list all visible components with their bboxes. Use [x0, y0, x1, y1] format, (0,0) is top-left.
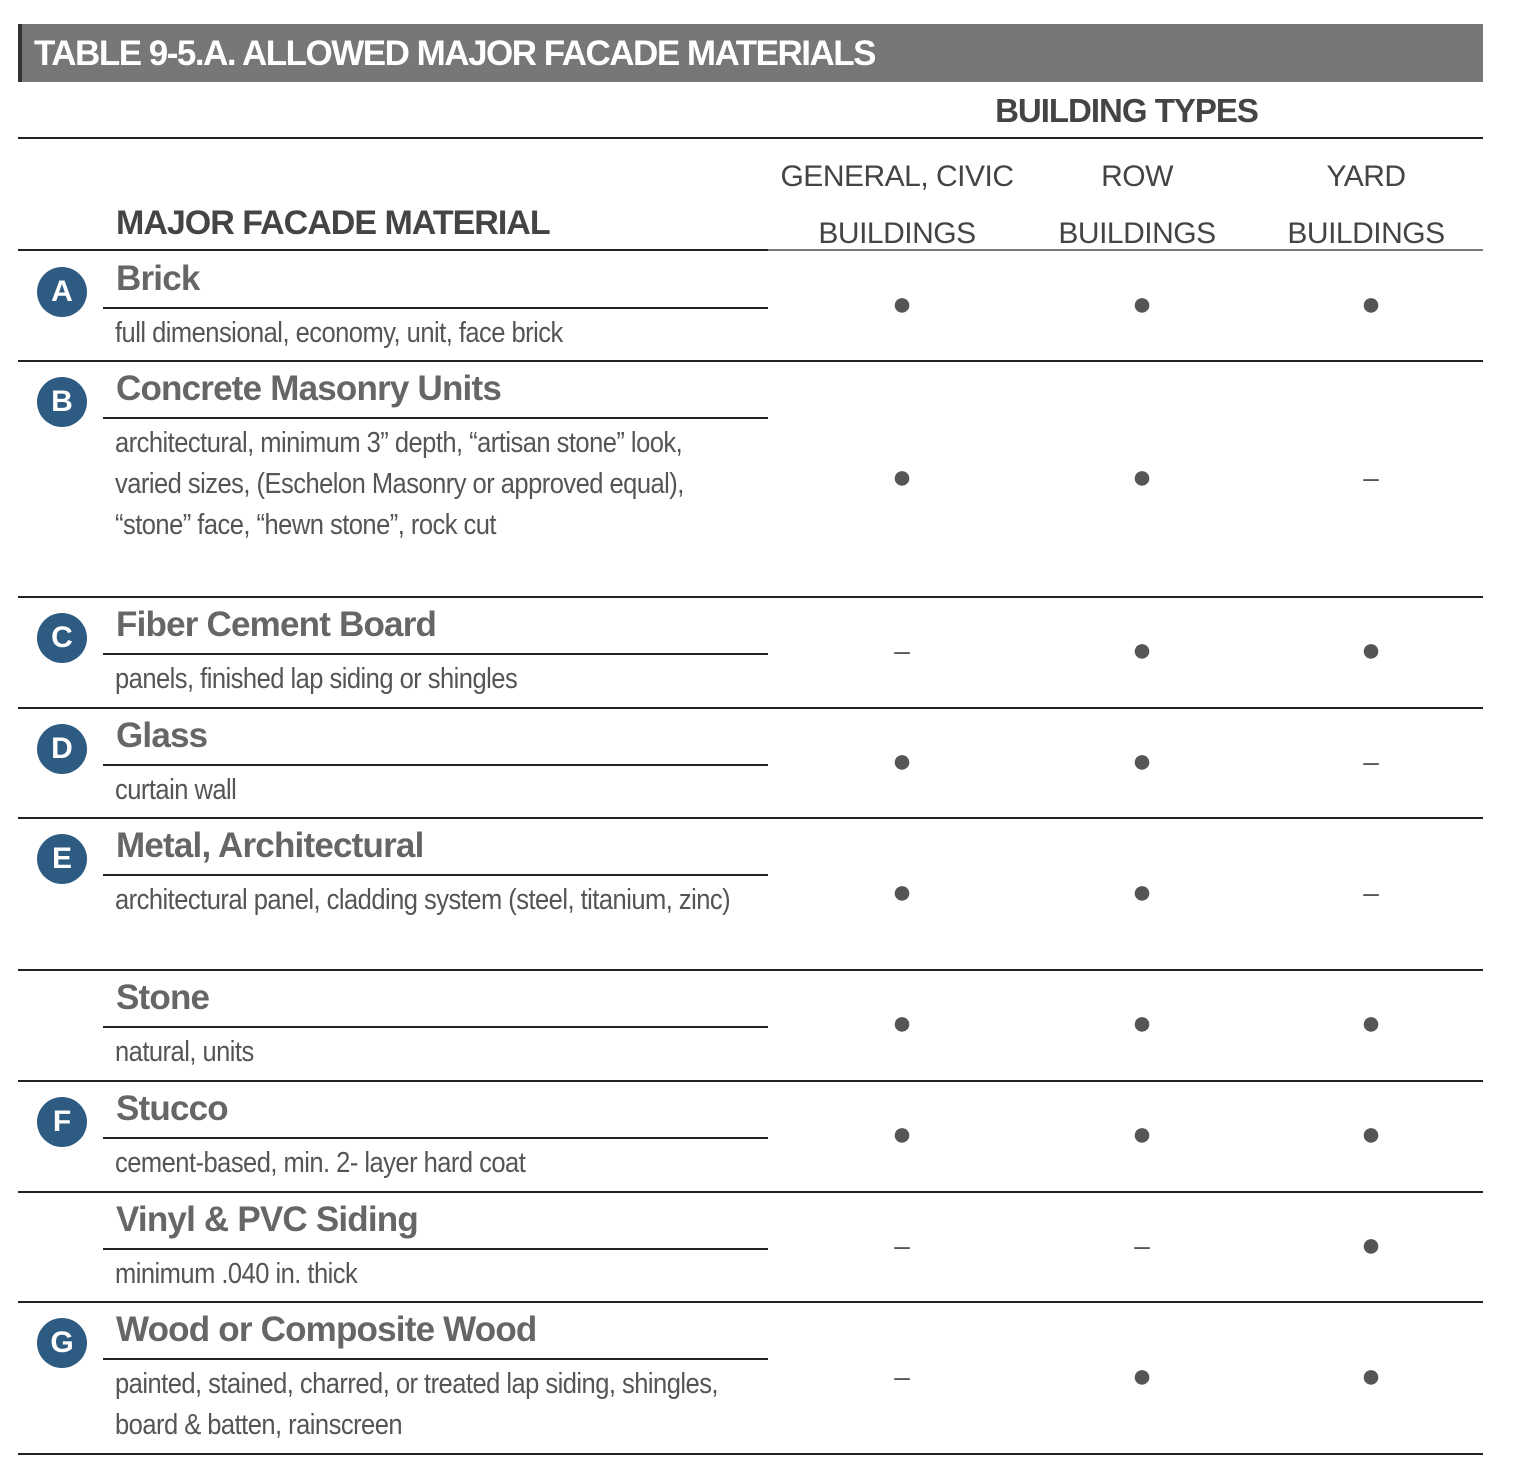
material-name: Fiber Cement Board	[116, 605, 437, 644]
material-badge: A	[37, 267, 87, 317]
table-row: D Glass curtain wall ● ● –	[18, 708, 1483, 819]
column-header-general-civic: GENERAL, CIVIC BUILDINGS	[777, 148, 1017, 262]
building-types-label: BUILDING TYPES	[995, 92, 1259, 129]
allowed-dot-icon: ●	[1131, 457, 1153, 496]
material-badge: D	[37, 724, 87, 774]
material-badge: F	[37, 1097, 87, 1147]
material-name: Stone	[116, 978, 210, 1017]
divider	[103, 653, 768, 655]
allowed-dot-icon: ●	[891, 872, 913, 911]
table-row: E Metal, Architectural architectural panel…	[18, 818, 1483, 971]
table-row: F Stucco cement-based, min. 2- layer hard …	[18, 1081, 1483, 1193]
divider	[103, 764, 768, 766]
divider	[103, 1358, 768, 1360]
not-allowed-dash: –	[1363, 461, 1379, 493]
allowed-dot-icon: ●	[891, 284, 913, 323]
not-allowed-dash: –	[894, 1229, 910, 1261]
material-description: painted, stained, charred, or treated la…	[115, 1368, 719, 1441]
divider	[103, 1026, 768, 1028]
allowed-dot-icon: ●	[1131, 1356, 1153, 1395]
not-allowed-dash: –	[1363, 876, 1379, 908]
not-allowed-dash: –	[1363, 745, 1379, 777]
material-name: Wood or Composite Wood	[116, 1310, 537, 1349]
material-description: minimum .040 in. thick	[115, 1258, 358, 1290]
allowed-dot-icon: ●	[891, 741, 913, 780]
column-header-yard: YARD BUILDINGS	[1246, 148, 1486, 262]
allowed-dot-icon: ●	[1131, 1115, 1153, 1153]
allowed-dot-icon: ●	[1360, 631, 1382, 669]
column-header-line: BUILDINGS	[818, 217, 976, 250]
divider	[103, 307, 768, 309]
allowed-dot-icon: ●	[891, 1004, 913, 1042]
allowed-dot-icon: ●	[1131, 872, 1153, 911]
table-row: G Wood or Composite Wood painted, stained,…	[18, 1302, 1483, 1455]
material-description: architectural, minimum 3” depth, “artisa…	[115, 427, 684, 541]
material-badge: B	[37, 377, 87, 427]
material-name: Glass	[116, 716, 208, 755]
divider	[103, 1137, 768, 1139]
material-badge: C	[37, 613, 87, 663]
material-badge: E	[37, 834, 87, 884]
divider	[103, 1248, 768, 1250]
allowed-dot-icon: ●	[1360, 1356, 1382, 1395]
allowed-dot-icon: ●	[1360, 1115, 1382, 1153]
not-allowed-dash: –	[1134, 1229, 1150, 1261]
material-name: Vinyl & PVC Siding	[116, 1200, 419, 1239]
allowed-dot-icon: ●	[891, 457, 913, 496]
not-allowed-dash: –	[894, 1360, 910, 1392]
table-row: A Brick full dimensional, economy, unit, f…	[18, 251, 1483, 362]
allowed-dot-icon: ●	[1131, 1004, 1153, 1042]
column-header-line: BUILDINGS	[1058, 217, 1216, 250]
material-name: Concrete Masonry Units	[116, 369, 502, 408]
material-name: Brick	[116, 259, 200, 298]
material-name: Stucco	[116, 1089, 229, 1128]
allowed-dot-icon: ●	[1131, 631, 1153, 669]
column-header-row: ROW BUILDINGS	[1017, 148, 1257, 262]
divider	[18, 137, 1483, 139]
material-column-header: MAJOR FACADE MATERIAL	[116, 204, 551, 242]
column-header-line: BUILDINGS	[1287, 217, 1445, 250]
material-name: Metal, Architectural	[116, 826, 424, 865]
table-row: C Fiber Cement Board panels, finished lap …	[18, 597, 1483, 709]
material-description: panels, finished lap siding or shingles	[115, 663, 518, 695]
material-description: curtain wall	[115, 774, 237, 806]
material-description: architectural panel, cladding system (st…	[115, 884, 731, 916]
material-description: natural, units	[115, 1036, 254, 1068]
column-header-line: GENERAL, CIVIC	[780, 160, 1014, 193]
divider	[18, 249, 768, 251]
column-header-line: YARD	[1326, 160, 1406, 193]
allowed-dot-icon: ●	[1131, 741, 1153, 780]
allowed-dot-icon: ●	[1131, 284, 1153, 323]
not-allowed-dash: –	[894, 635, 910, 666]
material-badge: G	[37, 1318, 87, 1368]
table-title: TABLE 9-5.A. ALLOWED MAJOR FACADE MATERI…	[18, 24, 1483, 82]
divider	[103, 417, 768, 419]
allowed-dot-icon: ●	[1360, 1225, 1382, 1264]
allowed-dot-icon: ●	[1360, 1004, 1382, 1042]
divider	[768, 249, 1483, 251]
table-row: B Concrete Masonry Units architectural, mi…	[18, 361, 1483, 598]
column-header-line: ROW	[1101, 160, 1173, 193]
table-row: Vinyl & PVC Siding minimum .040 in. thick…	[18, 1192, 1483, 1303]
table-row: Stone natural, units ● ● ●	[18, 970, 1483, 1082]
divider	[103, 874, 768, 876]
material-description: cement-based, min. 2- layer hard coat	[115, 1147, 526, 1179]
allowed-dot-icon: ●	[1360, 284, 1382, 323]
material-description: full dimensional, economy, unit, face br…	[115, 317, 563, 349]
allowed-dot-icon: ●	[891, 1115, 913, 1153]
